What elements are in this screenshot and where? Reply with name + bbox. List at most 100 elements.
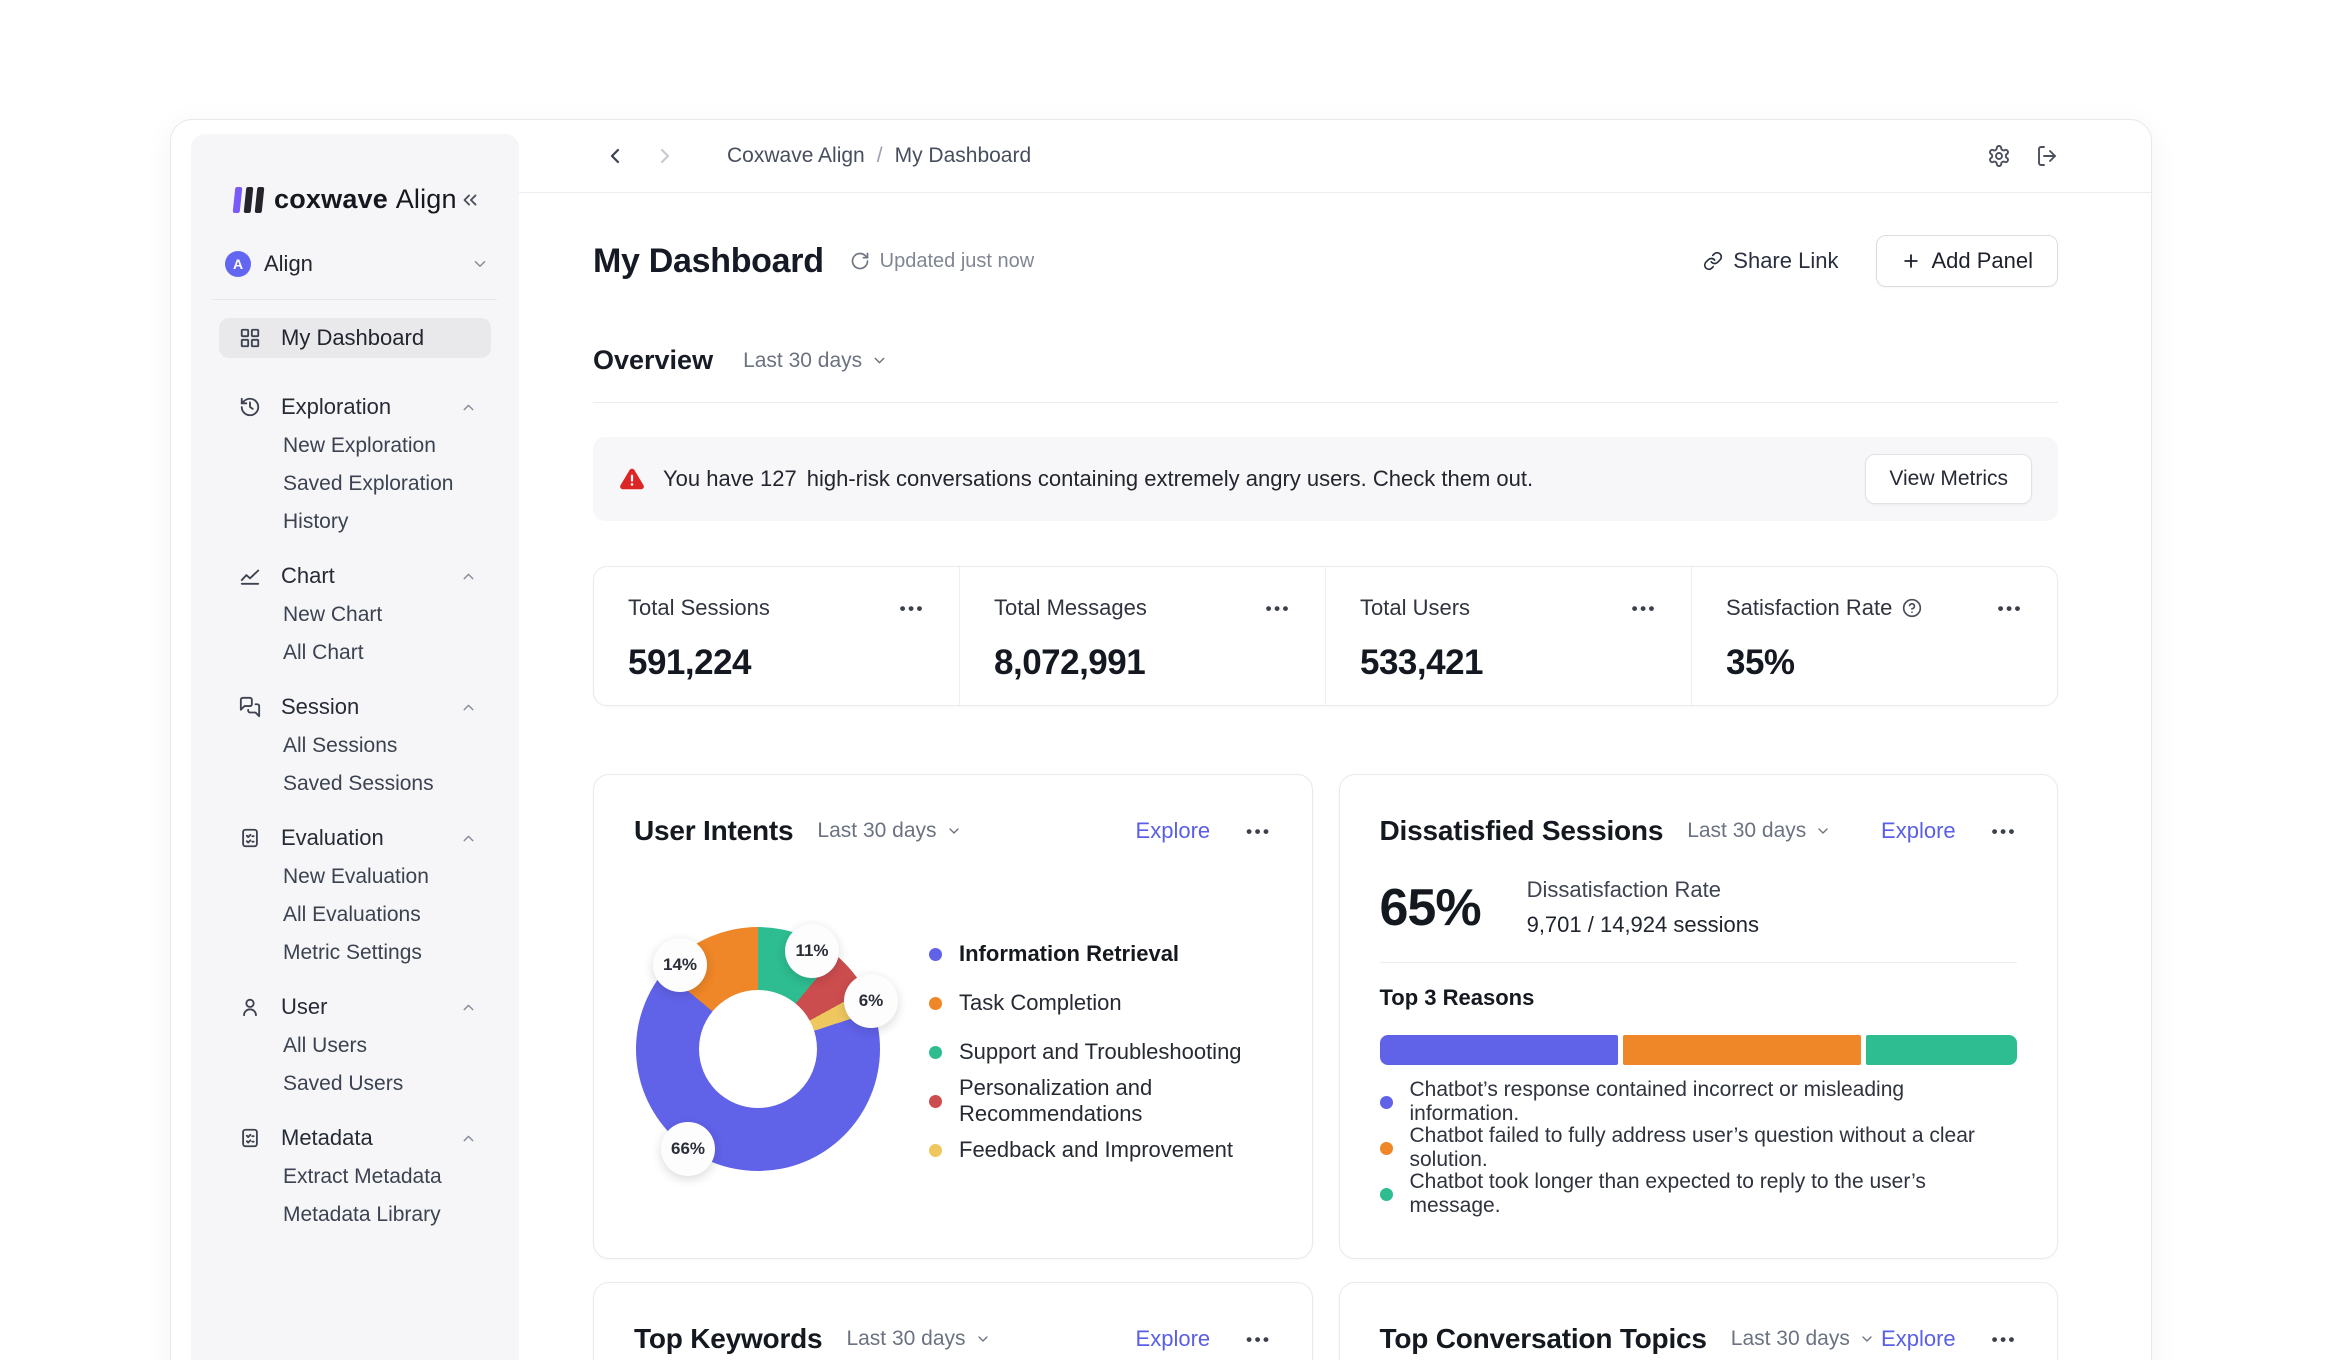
chevron-down-icon [1859, 1331, 1875, 1347]
explore-link[interactable]: Explore [1881, 818, 1956, 843]
legend-dot [929, 1045, 942, 1059]
view-docs-link[interactable]: View Docs [191, 1358, 519, 1360]
share-link-button[interactable]: Share Link [1703, 248, 1838, 274]
sidebar-collapse-icon[interactable] [459, 189, 481, 211]
panel-range-select[interactable]: Last 30 days [1687, 819, 1831, 843]
help-circle-icon[interactable] [1902, 598, 1922, 618]
back-button[interactable] [603, 144, 627, 168]
sidebar-section-metadata[interactable]: Metadata [219, 1118, 491, 1158]
sidebar-item-metadata-library[interactable]: Metadata Library [283, 1203, 441, 1226]
ellipsis-menu-icon[interactable]: ••• [1997, 598, 2023, 618]
sidebar-item-saved-users[interactable]: Saved Users [283, 1072, 404, 1095]
topbar: Coxwave Align / My Dashboard [519, 120, 2151, 193]
sidebar-item-saved-exploration[interactable]: Saved Exploration [283, 472, 454, 495]
legend-item-personalization-recommendations[interactable]: Personalization and Recommendations [929, 1075, 1312, 1126]
workspace-selector[interactable]: A Align [225, 251, 489, 277]
sidebar-item-all-users[interactable]: All Users [283, 1034, 368, 1057]
legend-item-task-completion[interactable]: Task Completion [929, 990, 1312, 1016]
overview-range-select[interactable]: Last 30 days [743, 349, 888, 373]
panel-header: Dissatisfied Sessions Last 30 days Explo… [1380, 815, 2018, 847]
history-icon [238, 396, 262, 418]
reason-dot [1379, 1095, 1393, 1109]
bar-segment-no-clear-solution[interactable] [1622, 1035, 1862, 1065]
ellipsis-menu-icon[interactable]: ••• [1991, 1329, 2017, 1349]
legend-dot [929, 1143, 942, 1157]
sidebar-section-session[interactable]: Session [219, 687, 491, 727]
forward-button[interactable] [653, 144, 677, 168]
legend-dot [929, 947, 942, 961]
sidebar-section-exploration[interactable]: Exploration [219, 387, 491, 427]
explore-link[interactable]: Explore [1881, 1326, 1956, 1351]
ellipsis-menu-icon[interactable]: ••• [1246, 821, 1272, 841]
panel-header: User Intents Last 30 days Explore ••• [634, 815, 1272, 847]
legend-item-feedback-improvement[interactable]: Feedback and Improvement [929, 1137, 1312, 1163]
user-intents-legend: Information Retrieval Task Completion Su… [929, 941, 1312, 1186]
sidebar-section-evaluation[interactable]: Evaluation [219, 818, 491, 858]
sidebar-item-all-sessions[interactable]: All Sessions [283, 734, 398, 757]
stat-satisfaction-rate: Satisfaction Rate ••• 35% [1691, 567, 2057, 705]
sidebar-item-extract-metadata[interactable]: Extract Metadata [283, 1165, 442, 1188]
dissatisfied-sessions-panel: Dissatisfied Sessions Last 30 days Explo… [1338, 774, 2058, 1259]
reason-item: Chatbot failed to fully address user’s q… [1379, 1124, 2018, 1171]
user-icon [238, 996, 262, 1018]
explore-link[interactable]: Explore [1135, 818, 1211, 843]
explore-link[interactable]: Explore [1135, 1326, 1211, 1351]
sidebar-item-history[interactable]: History [283, 510, 349, 533]
user-intents-donut[interactable]: 14% 11% 6% 66% [636, 924, 898, 1176]
sidebar-item-saved-sessions[interactable]: Saved Sessions [283, 772, 434, 795]
link-icon [1703, 251, 1723, 271]
sidebar-item-all-chart[interactable]: All Chart [283, 641, 364, 664]
refresh-icon[interactable] [850, 251, 870, 271]
top-reasons-title: Top 3 Reasons [1379, 985, 1535, 1010]
topbar-icons [1987, 144, 2059, 168]
ellipsis-menu-icon[interactable]: ••• [899, 598, 925, 618]
alert-message: You have 127 high-risk conversations con… [663, 466, 1534, 491]
legend-item-information-retrieval[interactable]: Information Retrieval [929, 941, 1312, 967]
panel-range-select[interactable]: Last 30 days [817, 819, 961, 843]
donut-label-support: 11% [785, 924, 839, 978]
settings-gear-icon[interactable] [1987, 144, 2011, 168]
ellipsis-menu-icon[interactable]: ••• [1246, 1329, 1272, 1349]
ellipsis-menu-icon[interactable]: ••• [1265, 598, 1291, 618]
title-row: My Dashboard Updated just now Share Link [593, 235, 2058, 287]
panel-header: Top Keywords Last 30 days Explore ••• [634, 1323, 1272, 1355]
chevron-down-icon [871, 352, 888, 369]
ellipsis-menu-icon[interactable]: ••• [1991, 821, 2017, 841]
logout-icon[interactable] [2035, 144, 2059, 168]
panel-range-select[interactable]: Last 30 days [846, 1327, 990, 1351]
logo-row: coxwave Align [191, 134, 519, 215]
donut-label-personalization: 6% [844, 974, 898, 1028]
dissatisfaction-rate-value: 65% [1379, 878, 1482, 937]
workspace-name: Align [264, 251, 313, 276]
sidebar-section-user[interactable]: User [219, 987, 491, 1027]
ellipsis-menu-icon[interactable]: ••• [1631, 598, 1657, 618]
rate-meta: Dissatisfaction Rate 9,701 / 14,924 sess… [1526, 877, 1759, 937]
reason-dot [1379, 1141, 1393, 1155]
panel-range-select[interactable]: Last 30 days [1731, 1327, 1875, 1351]
main-area: Coxwave Align / My Dashboard My Dashboar… [519, 120, 2151, 1360]
sidebar-item-my-dashboard[interactable]: My Dashboard [219, 318, 491, 358]
page-title: My Dashboard [593, 241, 824, 280]
title-actions: Share Link Add Panel [1703, 235, 2058, 287]
breadcrumb-workspace[interactable]: Coxwave Align [727, 144, 865, 167]
sidebar-item-metric-settings[interactable]: Metric Settings [283, 941, 422, 964]
sidebar-item-new-evaluation[interactable]: New Evaluation [283, 865, 429, 888]
sidebar-item-new-chart[interactable]: New Chart [283, 603, 383, 626]
add-panel-button[interactable]: Add Panel [1876, 235, 2058, 287]
stat-total-users: Total Users ••• 533,421 [1325, 567, 1691, 705]
sidebar-item-new-exploration[interactable]: New Exploration [283, 434, 436, 457]
legend-item-support-troubleshooting[interactable]: Support and Troubleshooting [929, 1039, 1312, 1065]
donut-hole [699, 990, 817, 1108]
dashboard-grid-icon [238, 327, 262, 349]
stat-value: 8,072,991 [994, 643, 1146, 682]
view-metrics-button[interactable]: View Metrics [1865, 454, 2032, 504]
breadcrumb-page[interactable]: My Dashboard [894, 144, 1032, 167]
stat-total-messages: Total Messages ••• 8,072,991 [959, 567, 1325, 705]
reasons-bar[interactable] [1379, 1035, 2017, 1065]
sidebar-item-all-evaluations[interactable]: All Evaluations [283, 903, 421, 926]
bar-segment-slow-reply[interactable] [1866, 1035, 2017, 1065]
sidebar-section-chart[interactable]: Chart [219, 556, 491, 596]
stats-card: Total Sessions ••• 591,224 Total Message… [593, 566, 2058, 706]
bar-segment-incorrect-info[interactable] [1379, 1035, 1618, 1065]
overview-divider [593, 402, 2058, 403]
